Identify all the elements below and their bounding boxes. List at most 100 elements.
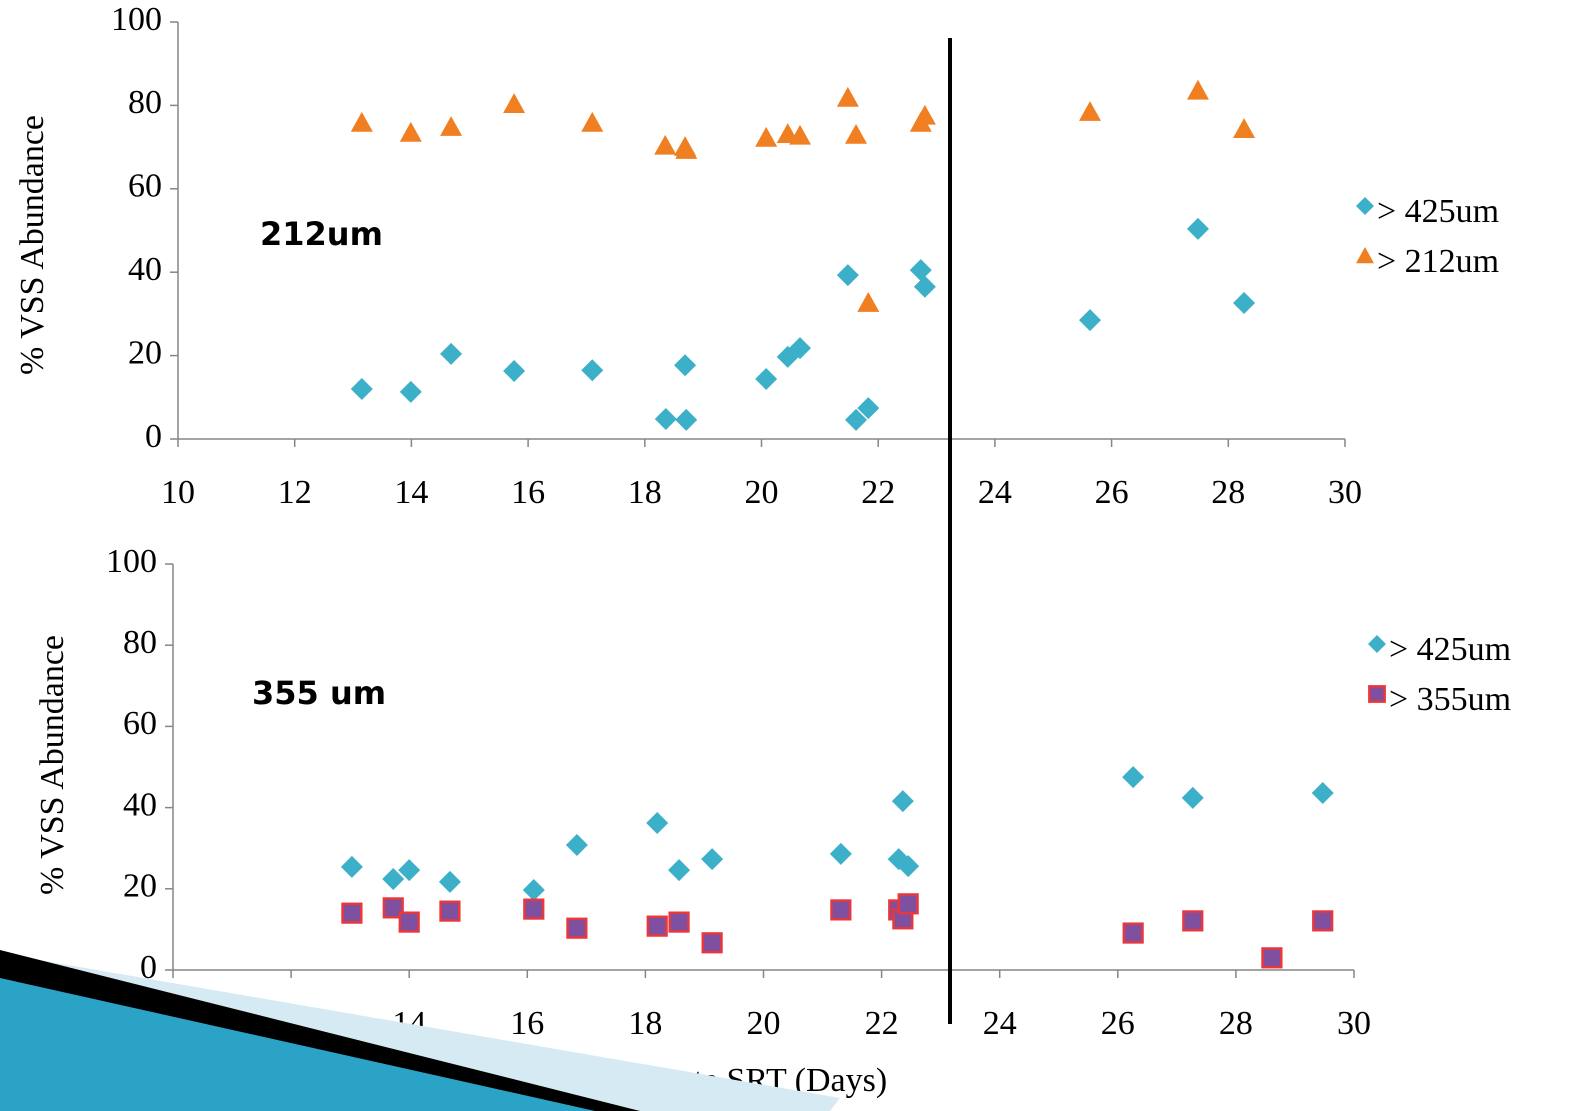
x-tick-label: 24 bbox=[978, 474, 1012, 511]
point bbox=[1079, 101, 1101, 121]
point bbox=[1233, 118, 1255, 138]
x-tick-label: 28 bbox=[1211, 474, 1245, 511]
point bbox=[1313, 912, 1332, 931]
x-tick-label: 28 bbox=[1219, 1005, 1253, 1042]
x-tick-label: 24 bbox=[983, 1005, 1017, 1042]
point bbox=[1122, 766, 1144, 788]
point bbox=[668, 859, 690, 881]
point bbox=[830, 843, 852, 865]
x-tick-label: 20 bbox=[745, 474, 779, 511]
point bbox=[646, 812, 668, 834]
legend-marker bbox=[1368, 635, 1386, 653]
y-tick-label: 100 bbox=[106, 543, 157, 580]
x-tick-label: 16 bbox=[510, 1005, 544, 1042]
slide-decoration bbox=[0, 950, 840, 1111]
point bbox=[441, 902, 460, 921]
point bbox=[400, 913, 419, 932]
y-tick-label: 20 bbox=[128, 334, 162, 371]
x-tick-label: 16 bbox=[511, 474, 545, 511]
point bbox=[1187, 218, 1209, 240]
point bbox=[1312, 782, 1334, 804]
point bbox=[655, 408, 677, 430]
point bbox=[1183, 912, 1202, 931]
y-tick-label: 0 bbox=[145, 418, 162, 455]
y-axis-label: % VSS Abundance bbox=[14, 115, 51, 375]
y-tick-label: 40 bbox=[123, 786, 157, 823]
point bbox=[910, 259, 932, 281]
point bbox=[1233, 292, 1255, 314]
x-tick-label: 18 bbox=[628, 474, 662, 511]
point bbox=[654, 135, 676, 155]
x-tick-label: 10 bbox=[161, 474, 195, 511]
point bbox=[503, 93, 525, 113]
legend-marker bbox=[1356, 247, 1374, 263]
point bbox=[341, 856, 363, 878]
x-tick-label: 22 bbox=[861, 474, 895, 511]
point bbox=[837, 264, 859, 286]
point bbox=[755, 127, 777, 147]
legend-label: > 355um bbox=[1389, 681, 1511, 718]
point bbox=[343, 904, 362, 923]
point bbox=[1079, 309, 1101, 331]
point bbox=[674, 136, 696, 156]
x-tick-label: 20 bbox=[747, 1005, 781, 1042]
point bbox=[351, 112, 373, 132]
x-tick-label: 12 bbox=[278, 474, 312, 511]
point bbox=[440, 343, 462, 365]
point bbox=[581, 112, 603, 132]
point bbox=[400, 381, 422, 403]
legend-label: > 212um bbox=[1377, 243, 1499, 280]
point bbox=[857, 292, 879, 312]
point bbox=[914, 105, 936, 125]
annotation: 355 um bbox=[252, 674, 386, 712]
legend-label: > 425um bbox=[1377, 193, 1499, 230]
point bbox=[440, 116, 462, 136]
x-tick-label: 26 bbox=[1101, 1005, 1135, 1042]
legend-marker bbox=[1369, 686, 1384, 701]
point bbox=[1124, 924, 1143, 943]
point bbox=[914, 276, 936, 298]
x-tick-label: 22 bbox=[865, 1005, 899, 1042]
point bbox=[674, 354, 696, 376]
y-tick-label: 20 bbox=[123, 868, 157, 905]
x-tick-label: 30 bbox=[1328, 474, 1362, 511]
chart: 0 20 40 60 80 100 10 12 14 16 18 20 22 24 26 28 30 % VSS … bbox=[14, 1, 1499, 511]
point bbox=[670, 913, 689, 932]
y-axis-label: % VSS Abundance bbox=[34, 635, 71, 895]
x-tick-label: 18 bbox=[628, 1005, 662, 1042]
y-tick-label: 60 bbox=[123, 705, 157, 742]
slide: 0204060801001012141618202224262830% VSS … bbox=[0, 0, 1581, 1111]
y-tick-label: 80 bbox=[123, 624, 157, 661]
y-tick-label: 100 bbox=[111, 1, 162, 38]
y-tick-label: 40 bbox=[128, 251, 162, 288]
point bbox=[566, 834, 588, 856]
point bbox=[351, 378, 373, 400]
point bbox=[832, 901, 851, 920]
x-tick-label: 30 bbox=[1337, 1005, 1371, 1042]
y-tick-label: 80 bbox=[128, 84, 162, 121]
point bbox=[523, 879, 545, 901]
point bbox=[648, 917, 667, 936]
x-tick-label: 26 bbox=[1095, 474, 1129, 511]
x-tick-label: 14 bbox=[394, 474, 428, 511]
point bbox=[837, 87, 859, 107]
point bbox=[1182, 787, 1204, 809]
point bbox=[439, 871, 461, 893]
point bbox=[899, 894, 918, 913]
legend-marker bbox=[1356, 197, 1374, 215]
point bbox=[845, 124, 867, 144]
point bbox=[892, 790, 914, 812]
point bbox=[701, 848, 723, 870]
point bbox=[703, 933, 722, 952]
y-tick-label: 60 bbox=[128, 168, 162, 205]
point bbox=[755, 368, 777, 390]
annotation: 212um bbox=[260, 215, 383, 253]
point bbox=[675, 409, 697, 431]
point bbox=[1263, 948, 1282, 967]
point bbox=[503, 360, 525, 382]
point bbox=[1187, 80, 1209, 100]
point bbox=[524, 900, 543, 919]
legend-label: > 425um bbox=[1389, 631, 1511, 668]
point bbox=[400, 122, 422, 142]
